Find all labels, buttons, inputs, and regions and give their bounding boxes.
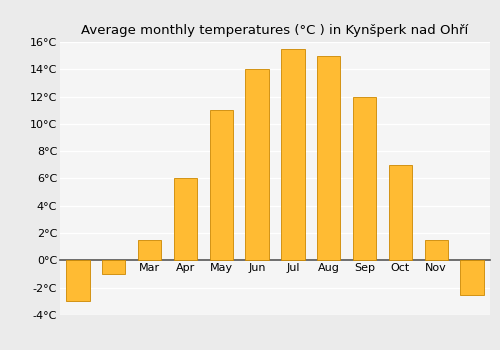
Bar: [246, 69, 268, 260]
Bar: [210, 110, 233, 260]
Bar: [353, 97, 376, 260]
Bar: [460, 260, 483, 295]
Bar: [282, 49, 304, 260]
Bar: [317, 56, 340, 260]
Title: Average monthly temperatures (°C ) in Kynšperk nad Ohří: Average monthly temperatures (°C ) in Ky…: [82, 24, 468, 37]
Bar: [389, 165, 412, 260]
Bar: [174, 178, 197, 260]
Bar: [138, 240, 161, 260]
Bar: [102, 260, 126, 274]
Bar: [424, 240, 448, 260]
Bar: [66, 260, 90, 301]
